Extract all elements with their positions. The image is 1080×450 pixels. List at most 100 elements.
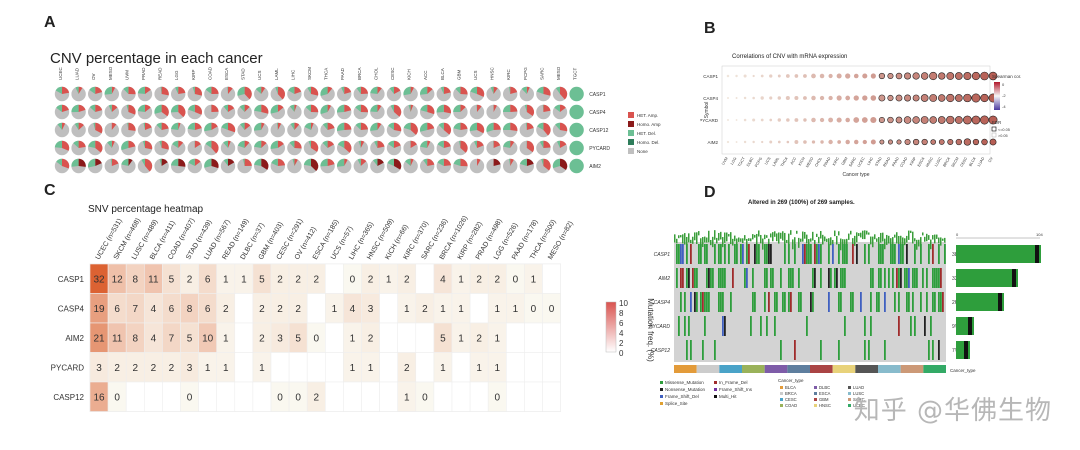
heatmap-cell-value: 1	[332, 304, 338, 315]
oncoprint-mutation-cell	[832, 244, 834, 264]
heatmap-cell-value: 32	[93, 274, 105, 285]
bubble-point	[904, 138, 911, 146]
oncoprint-top-bar	[764, 234, 766, 240]
oncoprint-top-bar	[816, 233, 818, 237]
pie-slice-amp	[510, 158, 514, 166]
oncoprint-mutation-cell	[734, 244, 736, 264]
pie-cancer-label: PAAD	[340, 67, 345, 80]
oncoprint-mutation-cell	[938, 340, 940, 360]
pie-slice-amp	[111, 158, 119, 166]
oncoprint-mutation-cell	[934, 268, 936, 288]
oncoprint-side-bar	[956, 293, 1004, 311]
oncoprint-mutation-cell	[724, 316, 726, 336]
pie-slice-amp	[194, 140, 201, 148]
oncoprint-mutation-cell	[836, 268, 838, 288]
pie-slice-del	[554, 104, 560, 112]
oncoprint-top-bar	[908, 230, 910, 240]
pie-slice-del	[289, 104, 295, 112]
oncoprint-top-bar	[710, 239, 712, 246]
oncoprint-mutation-cell	[748, 244, 750, 264]
pie-slice-del	[204, 122, 212, 132]
oncoprint-mutation-cell	[790, 292, 792, 312]
oncoprint-cancer-segment	[764, 365, 788, 373]
pie-slice-amp	[510, 86, 518, 94]
oncoprint-top-bar	[934, 234, 936, 244]
bubble-point	[912, 72, 920, 80]
pie-slice-del	[555, 86, 560, 94]
heatmap-cell	[379, 381, 399, 412]
oncoprint-top-bar	[942, 238, 944, 241]
pie-cancer-label: TGCT	[573, 68, 578, 80]
pie-slice-amp	[560, 104, 566, 112]
oncoprint-cancer-segment	[674, 365, 697, 373]
pie-slice-del	[254, 140, 262, 148]
oncoprint-mutation-cell	[744, 268, 746, 288]
oncoprint-mutation-cell	[714, 340, 716, 360]
heatmap-cell	[433, 381, 453, 412]
pie-slice-del	[355, 104, 361, 112]
oncoprint-mutation-cell	[724, 244, 726, 264]
pie-slice-del	[172, 140, 179, 148]
heatmap-cell-value: 1	[458, 274, 464, 285]
oncoprint-mutation-cell	[844, 316, 846, 336]
heatmap-cell	[524, 322, 543, 353]
pie-slice-amp	[194, 158, 201, 166]
pie-slice-del	[223, 140, 228, 148]
oncoprint-cancer-segment	[878, 365, 901, 373]
oncoprint-mutation-cell	[746, 244, 748, 264]
oncoprint-mutation-cell	[938, 292, 940, 312]
heatmap-cell	[216, 381, 236, 412]
pie-slice-del	[374, 140, 378, 148]
pie-slice-del	[88, 158, 96, 168]
mutation-legend-label: Frame_Shift_Del	[665, 394, 699, 399]
oncoprint-mutation-cell	[720, 244, 722, 264]
bubble-point	[981, 138, 988, 146]
oncoprint-mutation-cell	[696, 268, 698, 288]
pie-slice-del	[305, 104, 311, 112]
cancer-legend-swatch	[848, 404, 851, 407]
mutation-legend-swatch	[660, 395, 663, 398]
pie-slice-amp	[443, 86, 451, 94]
pie-slice-del	[524, 104, 527, 112]
oncoprint-mutation-cell	[688, 316, 690, 336]
cancer-legend-label: LUSC	[853, 391, 864, 396]
oncoprint-mutation-cell	[680, 268, 682, 288]
panel-a-title: CNV percentage in each cancer	[50, 50, 263, 67]
pie-slice-del	[292, 158, 295, 166]
pie-background	[403, 104, 418, 120]
oncoprint-top-bar	[920, 237, 922, 249]
bubble-cancer-label: GBM	[841, 157, 849, 166]
pie-slice-del	[221, 122, 228, 130]
pie-slice-del	[255, 86, 262, 94]
pie-slice-del	[237, 140, 245, 148]
pie-slice-amp	[477, 140, 484, 148]
heatmap-cell-value: 5	[169, 274, 175, 285]
oncoprint-top-bar	[674, 234, 676, 243]
pie-legend-swatch	[628, 112, 634, 118]
bubble-point	[929, 116, 937, 124]
heatmap-cell-value: 10	[202, 333, 214, 344]
oncoprint-mutation-cell	[764, 244, 766, 264]
pie-slice-del	[242, 158, 245, 166]
oncoprint-mutation-cell	[912, 292, 914, 312]
oncoprint-top-bar	[940, 237, 942, 246]
heatmap-cell-value: 2	[151, 363, 157, 374]
pie-slice-del	[408, 104, 411, 112]
pie-slice-amp	[95, 140, 103, 153]
bubble-point	[769, 140, 773, 144]
pie-slice-amp	[410, 158, 414, 166]
bubble-point	[946, 72, 955, 80]
cancer-legend-label: SARC	[853, 397, 865, 402]
oncoprint-mutation-cell	[794, 244, 796, 264]
oncoprint-top-bar	[878, 237, 880, 246]
heatmap-cell-value: 4	[151, 304, 157, 315]
oncoprint-top-bar	[680, 235, 682, 238]
oncoprint-mutation-cell	[914, 268, 916, 288]
pie-background	[71, 86, 86, 102]
oncoprint-mutation-cell	[694, 292, 696, 312]
oncoprint-mutation-cell	[704, 244, 706, 264]
bubble-point	[861, 117, 868, 123]
pie-slice-del	[55, 86, 62, 94]
pie-slice-del	[108, 104, 112, 112]
bubble-point	[963, 72, 972, 80]
